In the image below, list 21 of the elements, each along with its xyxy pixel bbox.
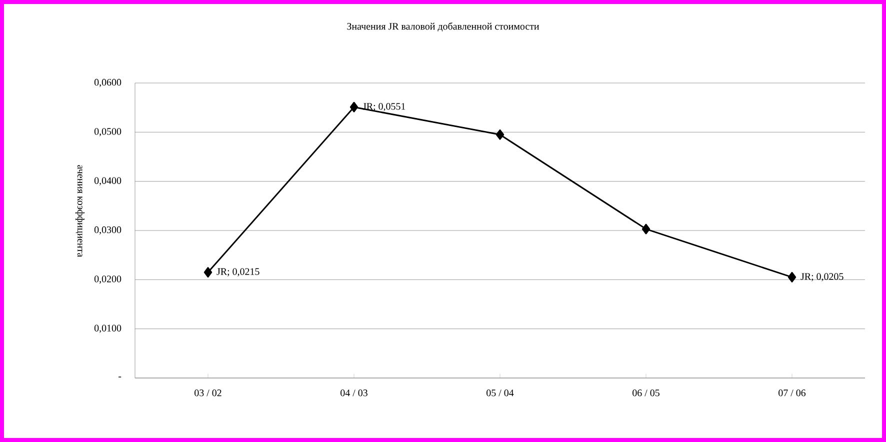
y-tick-label: 0,0200 (94, 276, 122, 284)
x-tick-label: 07 / 06 (778, 390, 806, 396)
point (788, 272, 796, 282)
x-tick-label: 06 / 05 (632, 390, 660, 396)
point (350, 102, 358, 112)
y-tick-label: - (118, 376, 122, 378)
y-tick-label: 0,0500 (94, 128, 122, 136)
y-tick-label: 0,0300 (94, 226, 122, 235)
data-label: JR; 0,0215 (216, 268, 260, 276)
x-tick-label: 04 / 03 (340, 390, 368, 396)
y-axis-title: ачения коэффициента (75, 165, 85, 258)
point (642, 224, 650, 234)
y-tick-label: 0,0600 (94, 78, 122, 88)
y-tick-label: 0,0100 (94, 324, 122, 333)
data-label: JR; 0,0205 (800, 273, 844, 282)
point (204, 267, 212, 278)
point (496, 129, 504, 140)
chart-title: Значения JR валовой добавленной стоимости (347, 22, 540, 32)
y-tick-label: 0,0400 (94, 177, 122, 186)
x-tick-label: 03 / 02 (194, 390, 222, 396)
x-tick-label: 05 / 04 (486, 390, 514, 396)
